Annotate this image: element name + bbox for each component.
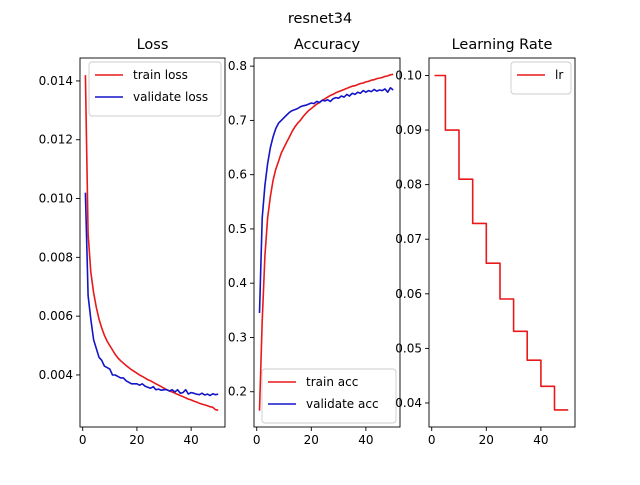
y-tick-label: 0.5: [228, 222, 247, 236]
y-tick-label: 0.004: [39, 368, 73, 382]
y-tick-label: 0.3: [228, 330, 247, 344]
series-line-train-acc: [258, 73, 394, 411]
x-tick-label: 0: [79, 433, 87, 447]
axes-frame: [253, 57, 401, 428]
legend-label: lr: [555, 68, 563, 82]
legend: train loss validate loss: [88, 61, 222, 117]
y-tick-label: 0.006: [39, 309, 73, 323]
y-tick-label: 0.07: [395, 232, 422, 246]
series-line-lr: [434, 74, 569, 411]
legend-label: train acc: [306, 375, 358, 389]
y-tick-label: 0.010: [39, 192, 73, 206]
x-tick-label: 20: [129, 433, 144, 447]
axes-frame: [428, 57, 576, 428]
x-tick-label: 40: [533, 433, 548, 447]
subplot-2: Accuracy 0 20 40 0.2 0.3 0.4 0.5 0.6 0.7 0.8 train …: [228, 37, 401, 447]
legend-label: train loss: [133, 68, 188, 82]
x-tick-label: 40: [183, 433, 198, 447]
y-tick-label: 0.4: [228, 276, 247, 290]
series-line-validate-loss: [84, 192, 219, 397]
y-tick-label: 0.08: [395, 178, 422, 192]
x-tick-label: 20: [479, 433, 494, 447]
subplot-title: Accuracy: [294, 37, 361, 53]
y-tick-label: 0.008: [39, 250, 73, 264]
legend: train acc validate acc: [261, 368, 397, 424]
y-tick-label: 0.09: [395, 123, 422, 137]
y-tick-label: 0.7: [228, 113, 247, 127]
legend: lr: [510, 61, 572, 95]
y-tick-label: 0.6: [228, 168, 247, 182]
axes-frame: [79, 57, 226, 428]
subplot-3: Learning Rate 0 20 40 0.04 0.05 0.06 0.07 0.08 0.…: [395, 37, 576, 447]
legend-label: validate loss: [133, 90, 208, 104]
subplot-title: Learning Rate: [452, 37, 553, 53]
legend-box: [510, 61, 572, 95]
subplots: Loss 0 20 40 0.004 0.006 0.008 0.010 0.012 0.014 t…: [39, 37, 576, 447]
x-tick-label: 20: [304, 433, 319, 447]
y-tick-label: 0.10: [395, 68, 422, 82]
y-tick-label: 0.05: [395, 341, 422, 355]
y-tick-label: 0.04: [395, 396, 422, 410]
x-tick-label: 0: [428, 433, 436, 447]
series-line-train-loss: [84, 75, 219, 411]
figure-suptitle: resnet34: [288, 11, 352, 27]
subplot-title: Loss: [137, 37, 169, 53]
y-tick-label: 0.06: [395, 287, 422, 301]
y-tick-label: 0.2: [228, 385, 247, 399]
x-tick-label: 0: [253, 433, 261, 447]
subplot-1: Loss 0 20 40 0.004 0.006 0.008 0.010 0.012 0.014 t…: [39, 37, 226, 447]
legend-label: validate acc: [306, 397, 379, 411]
y-tick-label: 0.014: [39, 74, 73, 88]
x-tick-label: 40: [358, 433, 373, 447]
y-tick-label: 0.012: [39, 133, 73, 147]
y-tick-label: 0.8: [228, 59, 247, 73]
series-line-validate-acc: [258, 87, 394, 314]
